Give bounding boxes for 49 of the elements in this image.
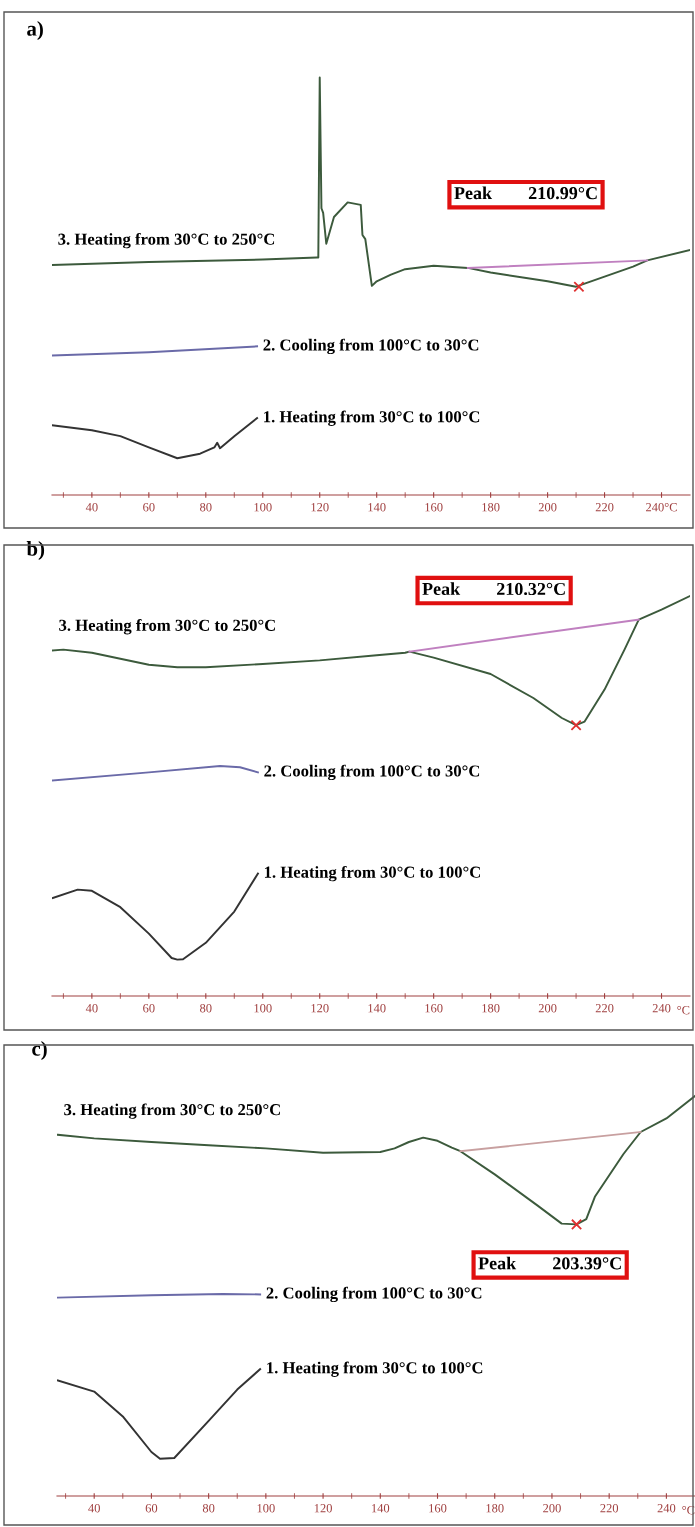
x-tick-label: 120 xyxy=(311,503,329,512)
series-label: 1. Heating from 30°C to 100°C xyxy=(267,1361,483,1377)
series-label: 2. Cooling from 100°C to 30°C xyxy=(264,764,480,781)
x-tick-label: 140 xyxy=(368,1004,386,1013)
x-tick-label: 160 xyxy=(425,503,443,512)
x-tick-label: 60 xyxy=(143,503,155,512)
x-tick-label: 160 xyxy=(429,1504,447,1513)
x-tick-label: 180 xyxy=(482,1004,500,1013)
text: Peak 210.32°C xyxy=(422,582,565,596)
x-tick-label: 120 xyxy=(311,1004,329,1013)
x-tick-label: 200 xyxy=(538,503,557,512)
x-tick-label: 100 xyxy=(254,1004,272,1013)
x-tick-label: 60 xyxy=(145,1504,158,1513)
x-tick-label: 140 xyxy=(372,1504,390,1513)
x-tick-label: 200 xyxy=(543,1504,561,1513)
x-tick-label: 40 xyxy=(85,503,98,512)
chart-title: c) xyxy=(32,1041,47,1060)
x-tick-label: 100 xyxy=(254,503,272,512)
x-tick-label: 80 xyxy=(200,1004,212,1013)
series-label: 1. Heating from 30°C to 100°C xyxy=(264,865,480,882)
series-label: 1. Heating from 30°C to 100°C xyxy=(264,410,480,426)
x-tick-label: 80 xyxy=(202,1504,215,1513)
chart-title: b) xyxy=(26,541,45,560)
x-tick-label: 60 xyxy=(143,1004,155,1013)
x-tick-label: 220 xyxy=(595,503,614,512)
x-tick-label: 200 xyxy=(538,1004,557,1013)
x-tick-label: 40 xyxy=(88,1504,100,1513)
x-tick-label: 240°C xyxy=(646,503,677,512)
series-label: 2. Cooling from 100°C to 30°C xyxy=(266,1286,482,1303)
x-tick-label: 220 xyxy=(600,1504,619,1513)
x-tick-label: 220 xyxy=(595,1004,614,1013)
series-label: 3. Heating from 30°C to 250°C xyxy=(58,232,275,249)
annotation: Peak 210.99°C xyxy=(454,186,597,200)
x-tick-label: 100 xyxy=(257,1504,275,1513)
x-tick-label: 240 xyxy=(652,1004,671,1013)
x-tick-label: 180 xyxy=(486,1504,504,1513)
x-tick-label: 240 xyxy=(657,1504,676,1513)
x-tick-label: 140 xyxy=(368,503,386,512)
series-label: 3. Heating from 30°C to 250°C xyxy=(64,1103,280,1119)
x-tick-label: 160 xyxy=(425,1004,443,1013)
chart-title: a) xyxy=(27,21,43,40)
x-tick-label: 80 xyxy=(200,503,212,512)
annotation: Peak 203.39°C xyxy=(478,1256,621,1270)
x-tick-label: 180 xyxy=(482,503,500,512)
x-tick-label: 120 xyxy=(314,1504,332,1513)
series-label: 2. Cooling from 100°C to 30°C xyxy=(263,338,479,355)
x-tick-label: 40 xyxy=(85,1004,98,1013)
x-axis-title: °C xyxy=(677,1005,690,1015)
series-label: 3. Heating from 30°C to 250°C xyxy=(59,618,275,635)
